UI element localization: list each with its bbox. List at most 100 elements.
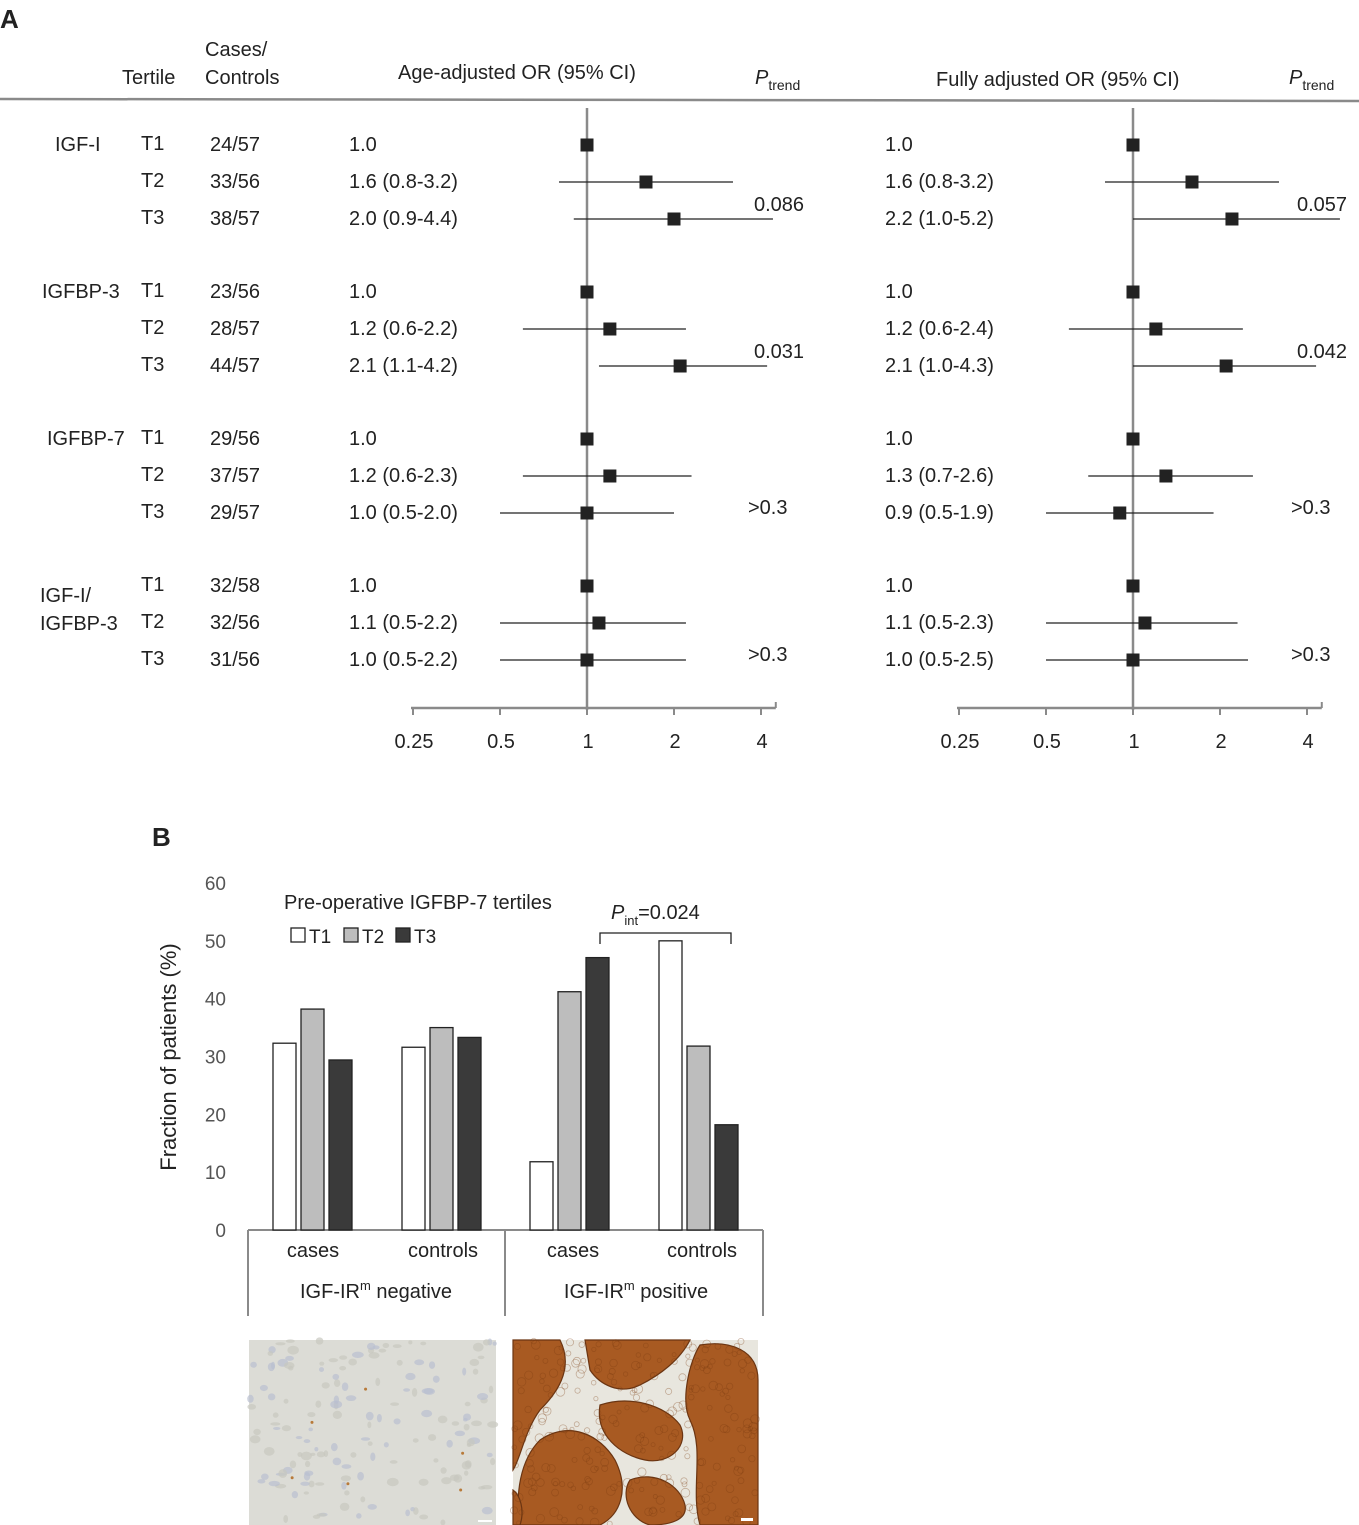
cell-membrane	[573, 1421, 580, 1428]
cell-nucleus	[318, 1367, 325, 1372]
cell-membrane	[631, 1360, 641, 1371]
y-tick-label: 0	[215, 1221, 226, 1242]
bar-t1	[272, 1042, 297, 1231]
cell-membrane	[567, 1481, 574, 1489]
tertile-label: T2	[141, 464, 164, 486]
cell-membrane	[571, 1456, 578, 1463]
cell-nucleus	[328, 1358, 339, 1363]
cell-membrane	[558, 1345, 564, 1351]
cell-membrane	[561, 1382, 569, 1390]
or-point	[580, 138, 594, 152]
cell-nucleus	[469, 1358, 480, 1366]
cell-nucleus	[310, 1452, 316, 1456]
cell-membrane	[601, 1434, 608, 1441]
cell-membrane	[578, 1341, 586, 1348]
or-point	[1185, 175, 1199, 189]
x-tick-label: 1	[1128, 731, 1139, 753]
p-trend-age-sub: trend	[768, 77, 800, 93]
fully-adjusted-or-text: 1.0 (0.5-2.5)	[885, 649, 994, 671]
tertile-label: T2	[141, 317, 164, 339]
cell-nucleus	[405, 1372, 416, 1381]
cell-membrane	[708, 1436, 714, 1442]
cell-membrane	[518, 1435, 527, 1444]
cell-nucleus	[390, 1402, 400, 1406]
cell-membrane	[671, 1429, 680, 1438]
cell-nucleus	[321, 1382, 330, 1389]
fully-adjusted-or-text: 2.2 (1.0-5.2)	[885, 208, 994, 230]
age-adjusted-or-text: 1.1 (0.5-2.2)	[349, 612, 458, 634]
cell-membrane	[643, 1342, 649, 1349]
cell-membrane	[707, 1363, 713, 1370]
cell-nucleus	[472, 1342, 484, 1352]
cell-nucleus	[463, 1417, 468, 1422]
stained-tumor-region	[685, 1343, 759, 1525]
cell-membrane	[685, 1353, 691, 1359]
cell-membrane	[709, 1358, 716, 1365]
cell-nucleus	[308, 1427, 314, 1432]
cell-nucleus	[285, 1355, 294, 1361]
cell-membrane	[591, 1346, 597, 1352]
cell-membrane	[518, 1509, 525, 1516]
bar-t2	[300, 1008, 325, 1231]
x-tick-label: 0.5	[1033, 731, 1061, 753]
cell-nucleus	[432, 1375, 440, 1383]
cell-membrane	[668, 1433, 677, 1442]
legend-swatch-t2	[343, 927, 359, 943]
cell-nucleus	[259, 1384, 268, 1392]
cell-membrane	[729, 1457, 736, 1463]
cell-nucleus	[341, 1464, 352, 1469]
cell-membrane	[737, 1466, 745, 1474]
p-int-rest: =0.024	[638, 902, 700, 924]
cell-membrane	[571, 1358, 580, 1368]
cell-membrane	[555, 1387, 566, 1397]
age-adjusted-or-text: 2.0 (0.9-4.4)	[349, 208, 458, 230]
cell-nucleus	[408, 1340, 413, 1345]
cell-membrane	[549, 1507, 560, 1517]
cell-membrane	[585, 1477, 593, 1486]
cell-membrane	[747, 1425, 753, 1432]
cell-membrane	[671, 1352, 677, 1358]
cases-controls-value: 37/57	[210, 465, 260, 487]
cell-membrane	[611, 1339, 620, 1347]
cell-nucleus	[303, 1491, 309, 1495]
cell-membrane	[671, 1358, 678, 1365]
cell-membrane	[596, 1432, 605, 1441]
cell-nucleus	[446, 1439, 453, 1448]
cell-membrane	[685, 1503, 694, 1511]
cell-membrane	[639, 1487, 645, 1493]
cell-membrane	[590, 1380, 597, 1386]
cell-nucleus	[314, 1446, 319, 1452]
cell-membrane	[737, 1477, 745, 1485]
cell-membrane	[635, 1434, 645, 1443]
p-int-sub: int	[624, 913, 638, 928]
group-label-rest: positive	[635, 1281, 708, 1303]
cell-nucleus	[250, 1361, 257, 1368]
cell-nucleus	[291, 1491, 299, 1499]
cell-membrane	[632, 1394, 641, 1402]
cell-nucleus	[272, 1412, 279, 1418]
cell-nucleus	[471, 1420, 482, 1427]
p-trend-age-main: P	[755, 67, 769, 89]
x-tick-label: 4	[756, 731, 767, 753]
cell-nucleus	[332, 1457, 342, 1466]
cases-controls-value: 38/57	[210, 208, 260, 230]
cell-nucleus	[486, 1452, 493, 1458]
legend-title: Pre-operative IGFBP-7 tertiles	[284, 892, 552, 914]
cell-membrane	[742, 1424, 752, 1434]
cell-membrane	[664, 1478, 675, 1488]
cell-nucleus	[481, 1506, 493, 1515]
cell-nucleus	[392, 1344, 402, 1349]
bar-t2	[686, 1045, 711, 1231]
cell-membrane	[708, 1380, 719, 1391]
cases-controls-value: 32/56	[210, 612, 260, 634]
fully-adjusted-or-text: 0.9 (0.5-1.9)	[885, 502, 994, 524]
cell-membrane	[730, 1412, 739, 1422]
y-tick-label: 20	[205, 1105, 226, 1126]
cell-membrane	[524, 1370, 534, 1380]
header-cases-controls-1: Cases/	[205, 39, 268, 61]
cell-membrane	[737, 1444, 747, 1454]
cell-membrane	[600, 1457, 610, 1467]
cell-nucleus	[247, 1404, 257, 1410]
or-point	[1126, 138, 1140, 152]
age-adjusted-or-text: 1.2 (0.6-2.2)	[349, 318, 458, 340]
